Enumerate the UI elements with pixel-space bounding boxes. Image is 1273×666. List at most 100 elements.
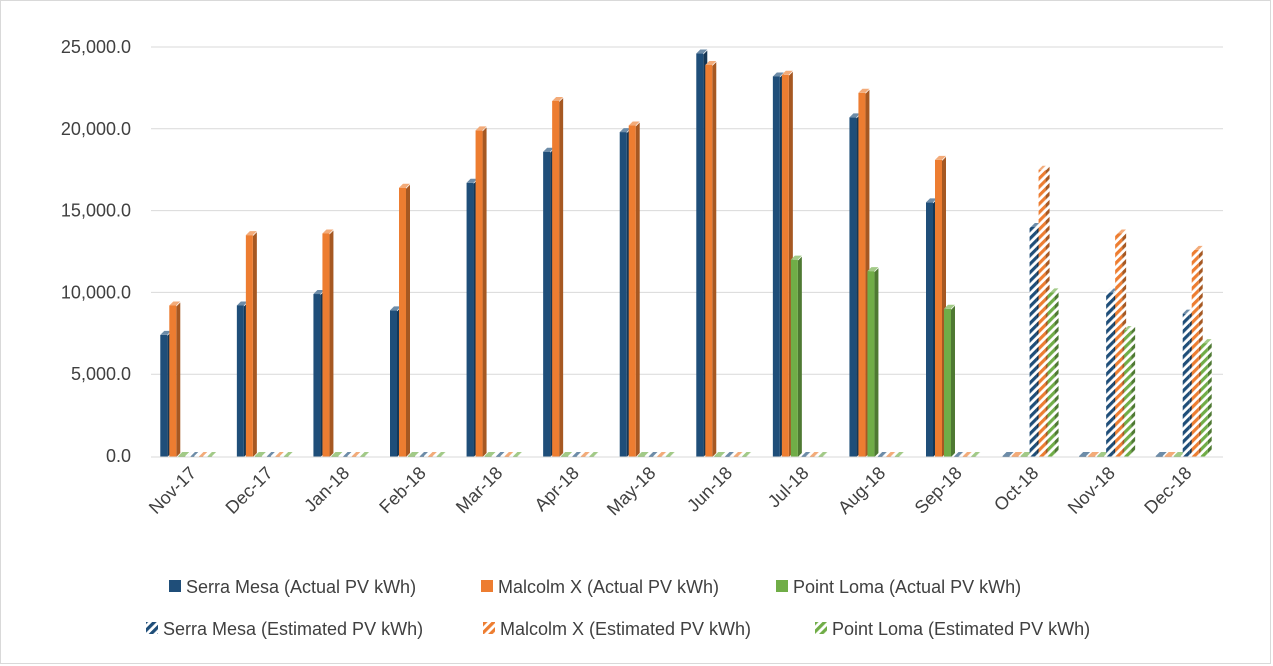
- bar-top-face: [358, 452, 370, 456]
- bar-top-face: [254, 452, 266, 456]
- bar-group-jan-18: [313, 229, 370, 457]
- bar-top-face: [178, 452, 190, 456]
- bar-top-face: [1038, 165, 1050, 170]
- bar-top-face: [858, 88, 870, 93]
- bar-top-face: [1020, 452, 1032, 456]
- bar-point-loma-estimated-pv-kwh-jun-18: [741, 452, 753, 457]
- bar-top-face: [245, 231, 257, 236]
- bar-point-loma-estimated-pv-kwh-dec-17: [281, 452, 293, 457]
- bar-top-face: [349, 452, 361, 456]
- bar-group-nov-18: [1079, 229, 1136, 457]
- bar-front-face: [935, 159, 942, 457]
- legend-label: Malcolm X (Estimated PV kWh): [500, 619, 751, 639]
- bar-group-jul-18: [772, 70, 829, 457]
- bar-front-face: [245, 235, 253, 457]
- bar-top-face: [723, 452, 735, 456]
- bar-front-face: [1106, 292, 1114, 457]
- bar-top-face: [399, 183, 410, 188]
- bar-front-face: [322, 233, 330, 457]
- bar-point-loma-estimated-pv-kwh-aug-18: [894, 452, 906, 457]
- bar-group-sep-18: [926, 155, 982, 458]
- bar-malcolm-x-actual-pv-kwh-feb-18: [399, 183, 410, 458]
- bar-top-face: [772, 72, 784, 77]
- bar-top-face: [885, 452, 897, 456]
- x-tick-label: Oct-18: [990, 463, 1042, 515]
- bar-top-face: [867, 267, 879, 272]
- bar-side-face: [176, 302, 181, 457]
- bar-top-face: [187, 452, 199, 456]
- bar-top-face: [579, 452, 591, 456]
- y-axis-ticks: 0.0 5,000.0 10,000.0 15,000.0 20,000.0 25,000…: [61, 37, 131, 466]
- y-tick-label: 25,000.0: [61, 37, 131, 57]
- bar-front-face: [696, 53, 704, 457]
- bar-top-face: [808, 452, 820, 456]
- bar-top-face: [1155, 452, 1167, 456]
- bar-top-face: [570, 452, 582, 456]
- bar-front-face: [781, 74, 789, 457]
- bar-top-face: [799, 452, 811, 456]
- bar-top-face: [619, 128, 631, 133]
- bar-top-face: [484, 452, 496, 456]
- bar-top-face: [272, 452, 284, 456]
- bar-top-face: [817, 452, 829, 456]
- bar-top-face: [849, 113, 861, 118]
- bar-top-face: [1029, 222, 1041, 227]
- bar-top-face: [637, 452, 649, 456]
- x-tick-label: Dec-18: [1140, 463, 1195, 518]
- legend-item-serra-mesa-estimated-pv-kwh: Serra Mesa (Estimated PV kWh): [146, 619, 423, 639]
- legend-swatch: [776, 580, 788, 592]
- bar-side-face: [252, 232, 257, 457]
- bar-point-loma-actual-pv-kwh-jul-18: [790, 255, 802, 457]
- bar-top-face: [953, 452, 964, 456]
- bar-top-face: [628, 121, 640, 126]
- legend-swatch: [169, 580, 181, 592]
- bar-point-loma-estimated-pv-kwh-mar-18: [511, 452, 523, 457]
- bar-side-face: [1131, 327, 1136, 457]
- bar-top-face: [552, 96, 564, 101]
- bar-top-face: [664, 452, 676, 456]
- legend-item-serra-mesa-actual-pv-kwh: Serra Mesa (Actual PV kWh): [169, 577, 416, 597]
- bar-front-face: [1191, 249, 1199, 457]
- bar-front-face: [1047, 292, 1055, 457]
- bar-malcolm-x-actual-pv-kwh-mar-18: [475, 126, 487, 457]
- bar-top-face: [1097, 452, 1109, 456]
- bar-top-face: [417, 452, 428, 456]
- bar-top-face: [1191, 245, 1203, 250]
- bar-front-face: [1115, 233, 1123, 457]
- x-tick-label: Sep-18: [911, 463, 966, 518]
- bar-front-face: [399, 187, 406, 458]
- legend-item-point-loma-estimated-pv-kwh: Point Loma (Estimated PV kWh): [815, 619, 1090, 639]
- y-tick-label: 5,000.0: [71, 364, 131, 384]
- bar-top-face: [714, 452, 726, 456]
- legend-swatch: [483, 622, 495, 634]
- bar-top-face: [322, 229, 334, 234]
- bar-point-loma-estimated-pv-kwh-nov-18: [1124, 326, 1136, 457]
- legend-label: Point Loma (Actual PV kWh): [793, 577, 1021, 597]
- bar-point-loma-estimated-pv-kwh-dec-18: [1200, 339, 1212, 457]
- bar-top-face: [502, 452, 514, 456]
- bar-group-aug-18: [849, 88, 906, 458]
- bar-point-loma-estimated-pv-kwh-jan-18: [358, 452, 370, 457]
- legend-item-malcolm-x-actual-pv-kwh: Malcolm X (Actual PV kWh): [481, 577, 719, 597]
- bar-malcolm-x-actual-pv-kwh-may-18: [628, 121, 640, 457]
- bar-top-face: [790, 255, 802, 260]
- bar-side-face: [635, 122, 640, 457]
- legend-swatch: [481, 580, 493, 592]
- bar-top-face: [962, 452, 973, 456]
- bar-top-face: [435, 452, 446, 456]
- bar-front-face: [1182, 313, 1190, 457]
- bar-top-face: [1047, 288, 1059, 293]
- legend-swatch: [146, 622, 158, 634]
- bar-point-loma-estimated-pv-kwh-may-18: [664, 452, 676, 457]
- legend-item-malcolm-x-estimated-pv-kwh: Malcolm X (Estimated PV kWh): [483, 619, 751, 639]
- bar-front-face: [619, 132, 627, 457]
- bar-point-loma-actual-pv-kwh-aug-18: [867, 267, 879, 457]
- bar-top-face: [281, 452, 293, 456]
- bar-top-face: [1115, 229, 1127, 234]
- legend-label: Malcolm X (Actual PV kWh): [498, 577, 719, 597]
- bar-front-face: [466, 182, 474, 457]
- bar-top-face: [1124, 326, 1136, 331]
- bar-front-face: [236, 305, 244, 457]
- bar-side-face: [482, 127, 487, 457]
- x-tick-label: Nov-18: [1064, 463, 1119, 518]
